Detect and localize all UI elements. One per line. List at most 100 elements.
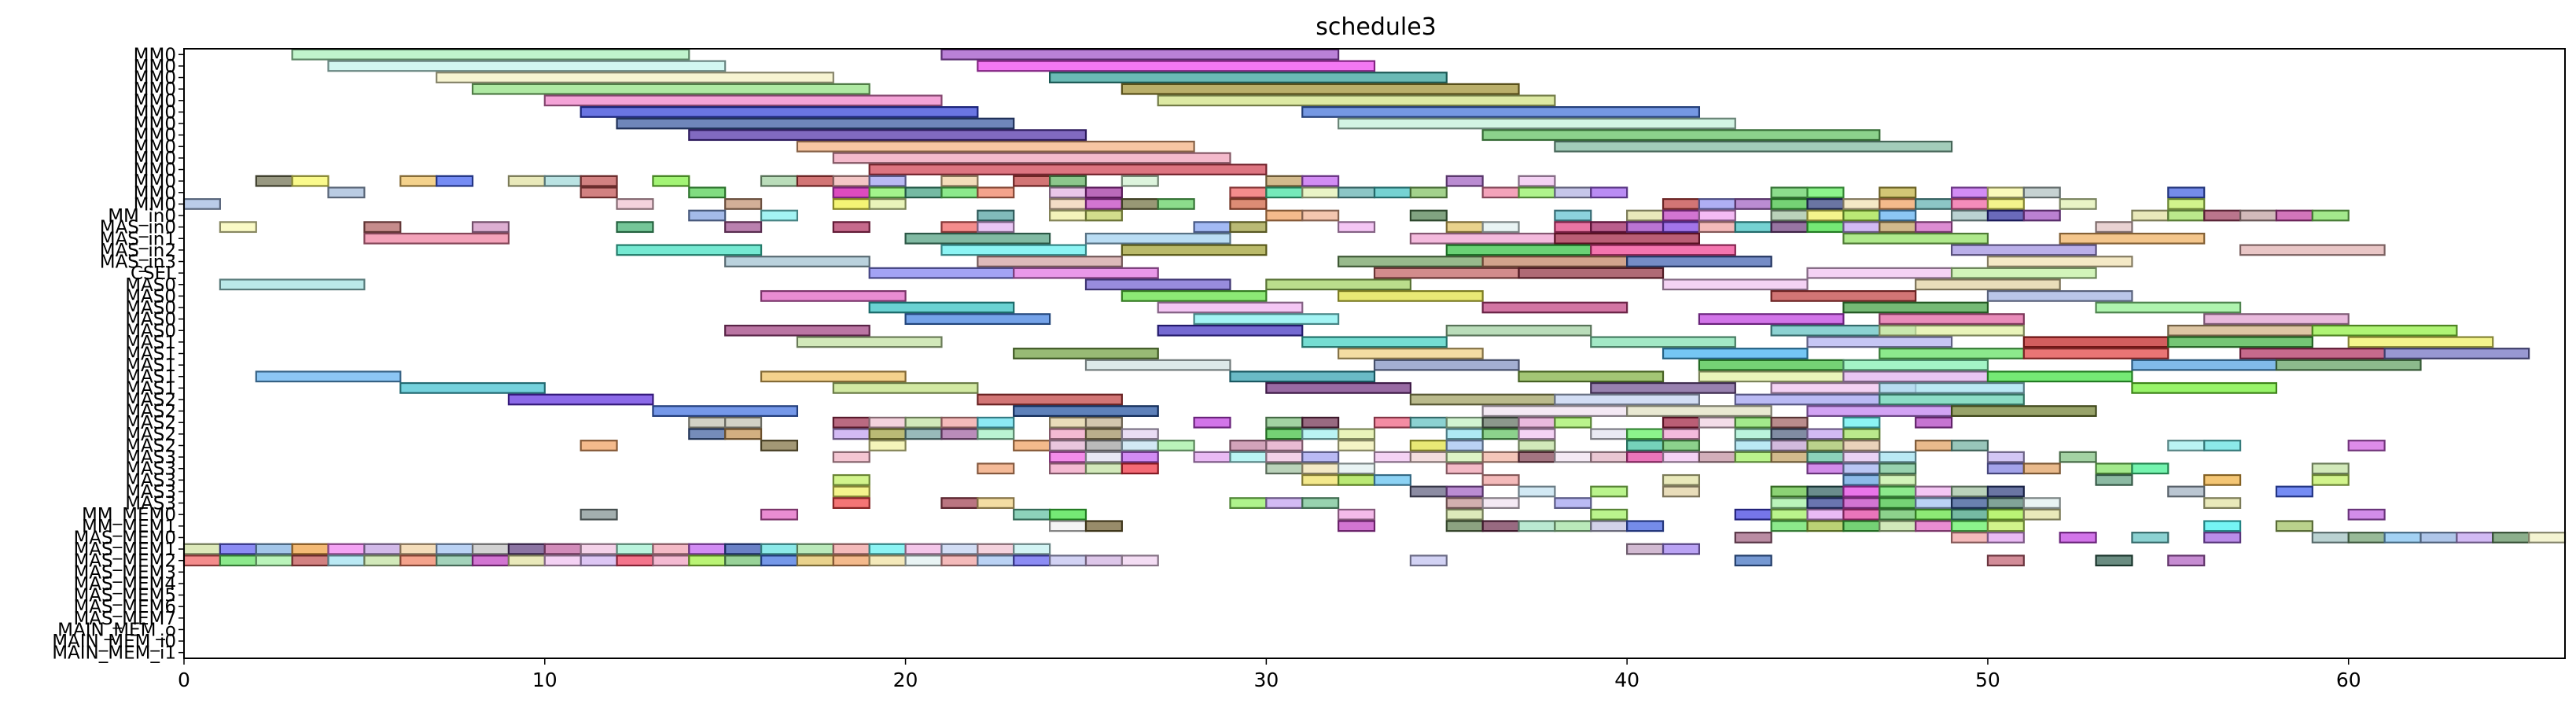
- task-bar: [1662, 209, 1701, 222]
- y-tick-label: MAS_MEM3: [73, 562, 176, 583]
- task-bar: [1770, 289, 1917, 302]
- task-bar: [904, 186, 943, 199]
- task-bar: [760, 209, 799, 222]
- task-bar: [1770, 497, 1809, 509]
- task-bar: [796, 543, 834, 555]
- task-bar: [1265, 186, 1304, 199]
- task-bar: [1734, 221, 1772, 234]
- task-bar: [1481, 221, 1520, 234]
- task-bar: [1806, 451, 1845, 463]
- task-bar: [2203, 209, 2242, 222]
- task-bar: [2383, 532, 2422, 543]
- task-bar: [1084, 451, 1123, 463]
- task-bar: [327, 543, 366, 555]
- task-bar: [1986, 554, 2025, 567]
- task-bar: [363, 543, 402, 555]
- task-bar: [2059, 532, 2097, 543]
- task-bar: [1301, 106, 1701, 118]
- task-bar: [1265, 175, 1304, 187]
- task-bar: [1842, 359, 1989, 371]
- task-bar: [2275, 485, 2313, 498]
- task-bar: [2167, 440, 2206, 451]
- task-bar: [1084, 428, 1123, 440]
- y-tick-label: MM0: [134, 102, 176, 123]
- task-bar: [1842, 440, 1881, 451]
- task-bar: [1806, 186, 1845, 199]
- task-bar: [1445, 324, 1592, 337]
- task-bar: [977, 186, 1015, 199]
- x-tick-label: 10: [532, 669, 558, 691]
- task-bar: [1518, 370, 1665, 383]
- task-bar: [1770, 428, 1809, 440]
- task-bar: [1626, 520, 1665, 532]
- task-bar: [904, 232, 1051, 245]
- task-bar: [724, 198, 763, 210]
- task-bar: [1806, 440, 1845, 451]
- task-bar: [1121, 554, 1159, 567]
- task-bar: [291, 175, 329, 187]
- task-bar: [471, 554, 510, 567]
- y-tick-label: MM0: [134, 149, 176, 169]
- task-bar: [1879, 393, 2025, 406]
- task-bar: [1481, 497, 1520, 509]
- y-tick-label: MAIN_MEM_o: [57, 620, 176, 640]
- task-bar: [363, 221, 402, 234]
- task-bar: [580, 186, 618, 199]
- y-tick-label: MAS1: [125, 356, 176, 376]
- task-bar: [868, 175, 907, 187]
- task-bar: [1590, 508, 1628, 521]
- task-bar: [977, 221, 1015, 234]
- task-bar: [760, 554, 799, 567]
- task-bar: [760, 289, 907, 302]
- task-bar: [2022, 462, 2061, 475]
- task-bar: [507, 175, 546, 187]
- y-tick-label: MAS_MEM0: [73, 528, 176, 548]
- task-bar: [868, 428, 907, 440]
- task-bar: [724, 324, 870, 337]
- task-bar: [760, 370, 907, 383]
- task-bar: [832, 428, 870, 440]
- task-bar: [182, 554, 221, 567]
- task-bar: [2095, 473, 2133, 486]
- task-bar: [1084, 554, 1123, 567]
- y-axis: MM0MM0MM0MM0MM0MM0MM0MM0MM0MM0MM0MM0MM0M…: [52, 45, 184, 664]
- task-bar: [868, 301, 1015, 314]
- task-bar: [1986, 532, 2025, 543]
- task-bar: [616, 244, 763, 256]
- task-bar: [1048, 554, 1087, 567]
- task-bar: [1626, 221, 1665, 234]
- task-bar: [1734, 532, 1772, 543]
- y-tick-label: MAS0: [125, 275, 176, 296]
- task-bar: [2131, 462, 2169, 475]
- task-bar: [2022, 209, 2061, 222]
- task-bar: [2347, 532, 2386, 543]
- task-bar: [832, 554, 870, 567]
- task-bar: [760, 543, 799, 555]
- task-bar: [2203, 532, 2242, 543]
- task-bar: [2131, 209, 2169, 222]
- task-bar: [2059, 451, 2097, 463]
- task-bar: [1445, 428, 1484, 440]
- task-bar: [1626, 543, 1665, 555]
- task-bar: [1842, 198, 1881, 210]
- task-bar: [1265, 497, 1304, 509]
- task-bar: [543, 94, 943, 107]
- task-bar: [471, 83, 870, 95]
- task-bar: [904, 416, 943, 429]
- task-bar: [1806, 485, 1845, 498]
- task-bar: [1409, 485, 1448, 498]
- task-bar: [2311, 532, 2350, 543]
- task-bar: [1301, 336, 1448, 348]
- task-bar: [1698, 209, 1736, 222]
- task-bar: [940, 416, 979, 429]
- task-bar: [1301, 451, 1340, 463]
- task-bar: [1084, 440, 1123, 451]
- y-tick-label: MM0: [134, 160, 176, 181]
- task-bar: [1048, 440, 1087, 451]
- task-bar: [1879, 473, 1917, 486]
- task-bar: [1013, 554, 1051, 567]
- task-bar: [1554, 497, 1592, 509]
- task-bar: [182, 543, 221, 555]
- task-bar: [1986, 462, 2025, 475]
- task-bar: [1986, 289, 2133, 302]
